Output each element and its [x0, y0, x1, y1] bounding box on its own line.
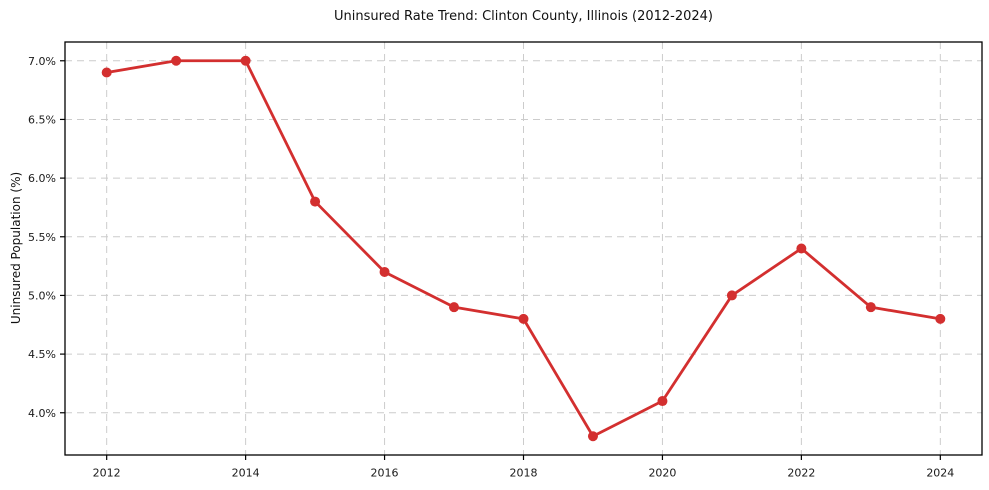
x-tick-label: 2018 [510, 467, 538, 480]
y-tick-label: 6.0% [28, 172, 56, 185]
data-point-marker [865, 302, 876, 313]
data-point-marker [796, 243, 807, 254]
data-point-marker [101, 67, 112, 78]
y-tick-label: 4.0% [28, 407, 56, 420]
data-point-marker [935, 313, 946, 324]
x-tick-label: 2022 [787, 467, 815, 480]
y-tick-label: 4.5% [28, 348, 56, 361]
y-tick-label: 6.5% [28, 113, 56, 126]
data-point-marker [171, 55, 182, 66]
data-point-marker [726, 290, 737, 301]
y-tick-label: 5.0% [28, 289, 56, 302]
data-point-marker [657, 396, 668, 407]
x-tick-label: 2014 [232, 467, 260, 480]
data-point-marker [379, 266, 390, 277]
data-point-marker [240, 55, 251, 66]
y-tick-label: 5.5% [28, 231, 56, 244]
x-tick-label: 2020 [648, 467, 676, 480]
x-tick-label: 2024 [926, 467, 954, 480]
chart-title: Uninsured Rate Trend: Clinton County, Il… [334, 9, 713, 24]
x-tick-label: 2016 [371, 467, 399, 480]
data-point-marker [310, 196, 321, 207]
data-point-marker [449, 302, 460, 313]
data-point-marker [587, 431, 598, 442]
data-point-marker [518, 313, 529, 324]
x-tick-label: 2012 [93, 467, 121, 480]
y-tick-label: 7.0% [28, 55, 56, 68]
